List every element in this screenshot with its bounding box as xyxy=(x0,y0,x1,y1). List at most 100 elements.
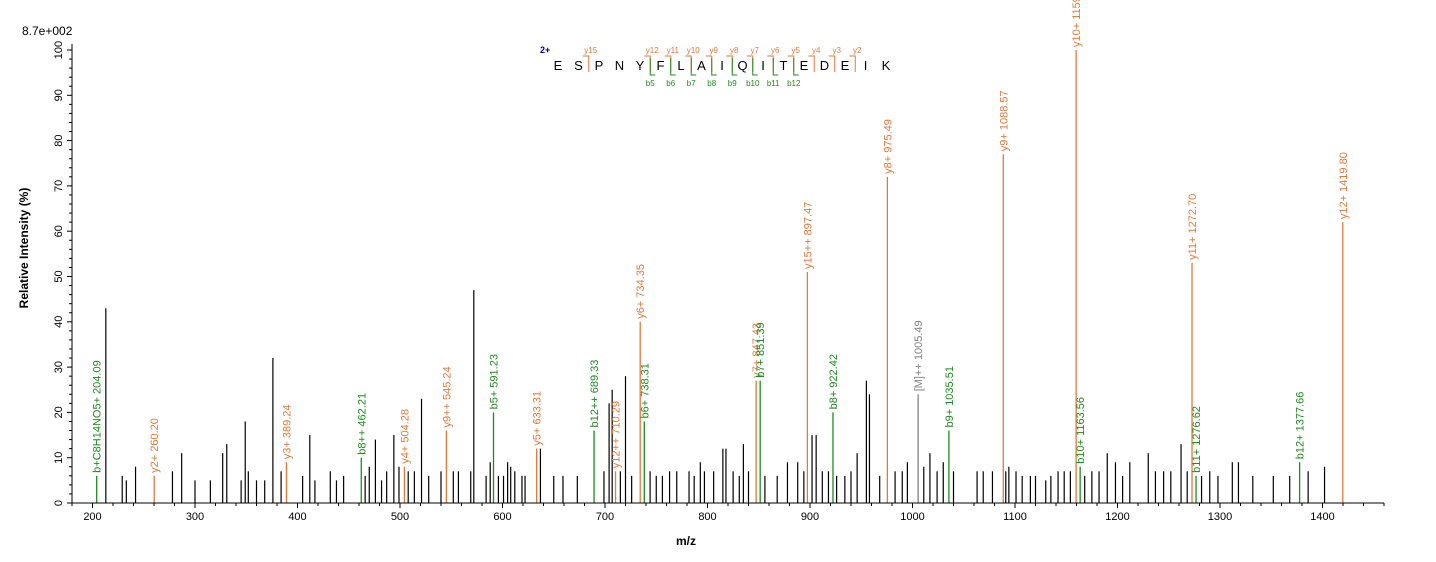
x-tick-label: 1200 xyxy=(1105,511,1129,523)
b-ion-marker xyxy=(711,58,717,76)
peak-label-y: y6+ 734.35 xyxy=(635,264,647,319)
intensity-scale-label: 8.7e+002 xyxy=(22,24,73,38)
y-axis-title: Relative Intensity (%) xyxy=(17,188,31,309)
x-tick-label: 400 xyxy=(288,511,306,523)
peak-label-y: y3+ 389.24 xyxy=(281,404,293,459)
y-ion-label: y8 xyxy=(730,46,739,55)
peak-label-y: y9++ 545.24 xyxy=(441,366,453,427)
sequence-residue: A xyxy=(697,58,706,73)
y-ion-label: y11 xyxy=(667,46,680,55)
peak-label-y: y15++ 897.47 xyxy=(802,202,814,269)
b-ion-label: b6 xyxy=(666,79,675,88)
y-tick-label: 70 xyxy=(53,180,65,192)
x-tick-label: 900 xyxy=(801,511,819,523)
sequence-residue: E xyxy=(554,58,563,73)
y-tick-label: 30 xyxy=(53,361,65,373)
x-tick-label: 300 xyxy=(186,511,204,523)
b-ion-label: b9 xyxy=(728,79,737,88)
peaks-layer xyxy=(96,50,1344,503)
y-ion-label: y4 xyxy=(812,46,821,55)
x-axis-ticks: 200 300 400 500 600 700 800 900 1000 1100 1200 1300… xyxy=(71,503,1385,523)
peak-label-b: b+C8H14NO5+ 204.09 xyxy=(92,360,104,473)
x-tick-label: 1300 xyxy=(1208,511,1232,523)
peak-label-y: y10+ 1159.62 xyxy=(1071,0,1083,47)
peak-label-b: b8+ 922.42 xyxy=(828,354,840,409)
y-tick-label: 20 xyxy=(53,406,65,418)
peak-label-y: y11+ 1272.70 xyxy=(1187,194,1199,260)
b-ion-marker xyxy=(772,58,779,76)
sequence-residue: I xyxy=(720,58,724,73)
x-axis-title: m/z xyxy=(676,534,696,548)
y-ion-marker xyxy=(787,55,795,72)
b-ion-marker xyxy=(752,58,758,76)
peak-label-b: b7+ 851.39 xyxy=(755,322,767,377)
y-ion-label: y3 xyxy=(833,46,842,55)
peak-label-y: y12+ 1419.80 xyxy=(1338,152,1350,219)
y-ion-marker xyxy=(644,55,651,72)
peak-label-y: y9+ 1088.57 xyxy=(998,90,1010,151)
peak-label-y: y5+ 633.31 xyxy=(532,391,544,446)
sequence-residue: Q xyxy=(737,58,747,73)
y-tick-label: 0 xyxy=(53,500,65,506)
y-ion-label: y12 xyxy=(646,46,659,55)
x-tick-label: 1400 xyxy=(1310,511,1334,523)
sequence-residue: S xyxy=(574,58,583,73)
peak-label-b: b8++ 462.21 xyxy=(356,393,368,455)
peak-label-b: b12++ 689.33 xyxy=(589,360,601,428)
sequence-residue: D xyxy=(820,58,829,73)
y-ion-marker xyxy=(746,55,754,72)
b-ion-marker xyxy=(690,58,697,76)
sequence-residue: N xyxy=(615,58,624,73)
y-tick-label: 80 xyxy=(53,134,65,146)
b-ion-marker xyxy=(670,58,676,76)
x-tick-label: 1000 xyxy=(900,511,924,523)
y-tick-label: 40 xyxy=(53,316,65,328)
y-ion-label: y9 xyxy=(710,46,719,55)
b-ion-label: b12 xyxy=(787,79,801,88)
y-ion-label: y5 xyxy=(792,46,801,55)
peak-label-b: b10+ 1163.56 xyxy=(1075,397,1087,464)
sequence-residue: L xyxy=(677,58,684,73)
peak-label-b: b12+ 1377.66 xyxy=(1295,392,1307,460)
y-axis-ticks: 0 10 20 30 40 50 60 70 80 90 100 xyxy=(53,41,72,506)
y-ion-marker xyxy=(828,55,836,72)
b-ion-label: b5 xyxy=(646,79,655,88)
peak-labels-layer: b+C8H14NO5+ 204.09 y2+ 260.20 y3+ 389.24 b8… xyxy=(92,0,1350,473)
y-ion-label: y6 xyxy=(771,46,780,55)
sequence-residue: E xyxy=(841,58,850,73)
b-ion-label: b7 xyxy=(687,79,696,88)
y-ion-label: y10 xyxy=(687,46,700,55)
peak-label-y: y8+ 975.49 xyxy=(882,119,894,174)
peak-label-y: y2+ 260.20 xyxy=(149,418,161,473)
x-tick-label: 600 xyxy=(493,511,511,523)
b-ion-marker xyxy=(793,58,799,76)
peak-label-b: b9+ 1035.51 xyxy=(944,366,956,427)
y-ion-marker xyxy=(664,55,672,72)
peak-label-y: y12++ 710.29 xyxy=(611,401,623,468)
x-tick-label: 500 xyxy=(391,511,409,523)
sequence-residue: Y xyxy=(636,58,645,73)
peak-label-y: y7+ 847.43 xyxy=(751,323,763,378)
y-tick-label: 90 xyxy=(53,89,65,101)
y-tick-label: 60 xyxy=(53,225,65,237)
b-ion-label: b10 xyxy=(746,79,760,88)
y-ion-marker xyxy=(767,55,774,72)
sequence-residue: T xyxy=(780,58,788,73)
sequence-residue: F xyxy=(657,58,665,73)
x-tick-label: 1100 xyxy=(1003,511,1027,523)
b-ion-marker xyxy=(731,58,738,76)
sequence-residue: K xyxy=(882,58,891,73)
y-tick-label: 50 xyxy=(53,270,65,282)
sequence-residue: E xyxy=(800,58,809,73)
peak-label-b: b5+ 591.23 xyxy=(489,354,501,409)
y-ion-label: y15 xyxy=(584,46,597,55)
y-ion-marker xyxy=(685,55,692,72)
y-ion-marker xyxy=(849,55,856,72)
peak-label-y: y4+ 504.28 xyxy=(399,409,411,464)
peak-label-b: b11+ 1276.62 xyxy=(1191,406,1203,473)
peak-label-b: b6+ 738.31 xyxy=(639,363,651,418)
b-ion-label: b8 xyxy=(707,79,716,88)
y-ion-marker xyxy=(582,55,590,72)
